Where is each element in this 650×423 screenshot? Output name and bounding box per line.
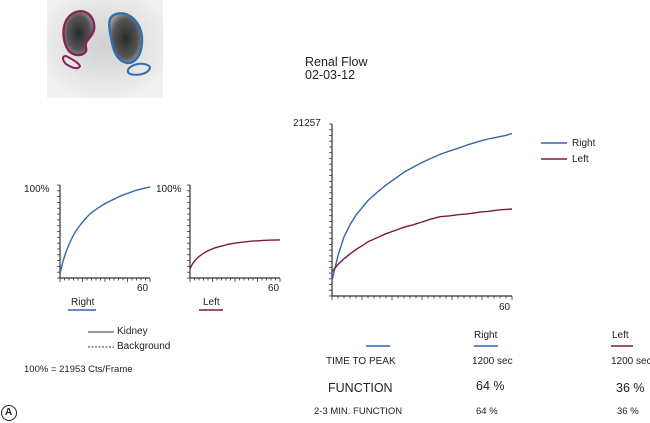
legend-background-label: Background	[117, 341, 171, 352]
kl-y-top-label: 100%	[156, 184, 182, 195]
legend-right-label: Right	[572, 138, 596, 149]
series-line-left	[189, 239, 281, 270]
row-time-to-peak-right: 1200 sec	[472, 356, 513, 367]
main-x-end-label: 60	[499, 302, 511, 313]
kr-x-end-label: 60	[137, 283, 149, 294]
kidney-roi-right	[108, 12, 144, 65]
row-time-to-peak-label: TIME TO PEAK	[326, 356, 396, 367]
chart-date: 02-03-12	[305, 68, 356, 82]
scan-background	[47, 0, 163, 98]
right-kidney-chart	[57, 184, 151, 282]
row-function-right: 64 %	[476, 379, 505, 393]
left-kidney-chart	[187, 184, 281, 282]
series-line-right	[331, 132, 513, 281]
background-roi-left	[62, 54, 82, 70]
main-y-top-label: 21257	[293, 118, 321, 129]
main-renogram-chart	[329, 123, 513, 300]
row-time-to-peak-left: 1200 sec	[611, 356, 650, 367]
kl-caption: Left	[203, 297, 220, 308]
results-col-left: Left	[612, 330, 629, 341]
row-2-3-min-label: 2-3 MIN. FUNCTION	[314, 406, 403, 417]
series-line-left	[331, 208, 513, 273]
kr-caption: Right	[71, 297, 95, 308]
kidney-roi-left	[62, 9, 96, 57]
background-roi-right	[126, 62, 152, 76]
row-2-3-min-left: 36 %	[617, 406, 639, 417]
kr-y-top-label: 100%	[24, 184, 50, 195]
legend-left-label: Left	[572, 154, 589, 165]
row-function-left: 36 %	[616, 381, 645, 395]
results-col-right: Right	[474, 330, 498, 341]
chart-title: Renal Flow	[305, 55, 368, 69]
row-function-label: FUNCTION	[328, 381, 393, 395]
scale-note: 100% = 21953 Cts/Frame	[24, 364, 133, 375]
series-line-right	[59, 186, 151, 274]
figure-label: A	[5, 407, 13, 418]
figure-label-circle	[1, 405, 17, 421]
row-2-3-min-right: 64 %	[476, 406, 498, 417]
kl-x-end-label: 60	[268, 283, 280, 294]
legend-kidney-label: Kidney	[117, 326, 148, 337]
